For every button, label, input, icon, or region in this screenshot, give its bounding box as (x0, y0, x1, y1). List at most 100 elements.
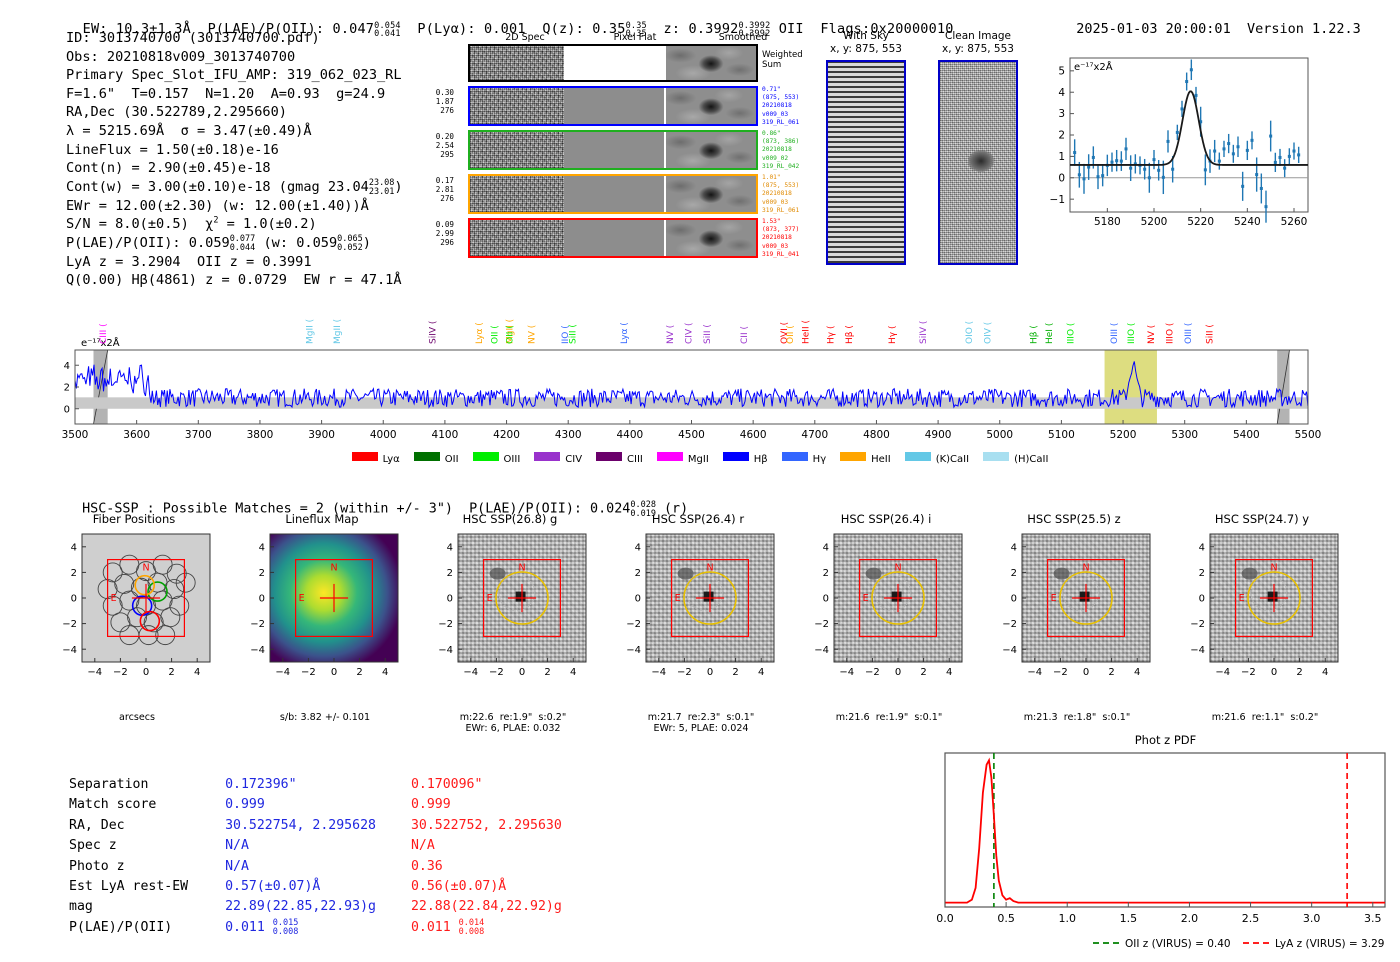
emission-line-label: IIIO ( (1127, 323, 1137, 344)
cutout-svg[interactable]: N E −4 −2 0 2 4 4 2 0 −2 −4 (428, 526, 598, 711)
svg-text:3600: 3600 (123, 429, 150, 441)
legend-label: (K)CaII (935, 454, 970, 465)
timestamp: 2025-01-03 20:00:01 (1076, 21, 1231, 37)
cutout-panel[interactable]: Fiber Positions N E −4 −2 0 2 4 4 2 0 −2 −4 arcsecs (52, 512, 227, 723)
svg-text:−2: −2 (814, 619, 829, 630)
svg-text:2: 2 (259, 568, 265, 579)
legend-entry: (H)CaII (983, 452, 1048, 465)
svg-text:e⁻¹⁷x2Å: e⁻¹⁷x2Å (1074, 60, 1113, 73)
header-qz: Q(z): 0.35 (542, 21, 626, 37)
hsc-ssp-header: HSC-SSP : Possible Matches = 2 (within +… (66, 486, 688, 518)
svg-text:5200: 5200 (1141, 216, 1168, 228)
svg-text:4: 4 (823, 542, 829, 553)
svg-text:5220: 5220 (1187, 216, 1214, 228)
info-lineflux: LineFlux = 1.50(±0.18)e-16 (66, 141, 279, 158)
cutout-title: HSC SSP(26.8) g (462, 512, 558, 526)
svg-text:0: 0 (635, 594, 641, 605)
legend-swatch (781, 452, 808, 461)
cutout-panel[interactable]: HSC SSP(26.8) g N E −4 −2 0 2 4 4 2 0 −2 −4 m:22.6 re… (428, 512, 603, 734)
cutout-svg[interactable]: N E −4 −2 0 2 4 4 2 0 −2 −4 (52, 526, 222, 711)
compass-e-label: E (1239, 593, 1245, 604)
legend-swatch (472, 452, 499, 461)
cutout-svg[interactable]: N E −4 −2 0 2 4 4 2 0 −2 −4 (992, 526, 1162, 711)
spec2d-row-3-flat (564, 220, 664, 256)
phot-z-pdf-svg: 0.0 0.5 1.0 1.5 2.0 2.5 3.0 3.5 OII z (VIRUS) = … (936, 752, 1386, 950)
cutout-image (458, 534, 586, 662)
header-qz-errors: 0.35 0.35 (625, 20, 647, 40)
emission-line-label: SiIV ( (919, 321, 929, 344)
svg-text:−2: −2 (250, 619, 265, 630)
legend-swatch (983, 452, 1010, 461)
svg-text:2: 2 (356, 667, 362, 678)
svg-text:4: 4 (570, 667, 576, 678)
legend-label: HeII (871, 454, 891, 465)
cutout-caption-1: s/b: 3.82 +/- 0.101 (279, 712, 371, 723)
source-info-block: ID: 3013740700 (3013740700.pdf) Obs: 202… (66, 29, 403, 290)
compass-n-label: N (142, 563, 149, 574)
svg-text:−2: −2 (301, 667, 316, 678)
with-sky-coords: x, y: 875, 553 (830, 43, 902, 55)
with-sky-image (826, 60, 906, 265)
cutout-caption-1: m:21.7 re:2.3" s:0.1" (647, 712, 755, 723)
cutout-panel[interactable]: HSC SSP(24.7) y N E −4 −2 0 2 4 4 2 0 −2 −4 m:21.6 re… (1180, 512, 1355, 723)
emission-line-label: HeI ( (1045, 323, 1055, 344)
compass-n-label: N (1082, 563, 1089, 574)
svg-text:0: 0 (823, 594, 829, 605)
svg-text:−2: −2 (438, 619, 453, 630)
cutout-panel[interactable]: HSC SSP(25.5) z N E −4 −2 0 2 4 4 2 0 −2 −4 m:21.3 re… (992, 512, 1167, 723)
svg-text:4: 4 (1011, 542, 1017, 553)
cutout-svg[interactable]: N E −4 −2 0 2 4 4 2 0 −2 −4 (240, 526, 410, 711)
cutout-panel[interactable]: Lineflux Map N E −4 −2 0 2 4 4 2 0 −2 −4 s/b: 3.82 +/… (240, 512, 415, 723)
svg-text:4: 4 (194, 667, 200, 678)
compass-e-label: E (863, 593, 869, 604)
emission-line-label: Hβ ( (1030, 325, 1040, 344)
property-value-match2: 0.36 (410, 858, 443, 874)
cutout-panel[interactable]: HSC SSP(26.4) i N E −4 −2 0 2 4 4 2 0 −2 −4 m:21.6 re… (804, 512, 979, 723)
compass-n-label: N (706, 563, 713, 574)
svg-text:4300: 4300 (555, 429, 582, 441)
spec2d-pixelflat-image (564, 46, 664, 80)
table-row: Est LyA rest-EW 0.57(±0.07)Å 0.56(±0.07)Å (68, 877, 596, 897)
cutout-caption-1: m:22.6 re:1.9" s:0.2" (459, 712, 567, 723)
cutout-caption-1: arcsecs (118, 712, 156, 723)
svg-text:−2: −2 (113, 667, 128, 678)
svg-text:5: 5 (1058, 65, 1065, 77)
legend-entry: (K)CaII (904, 452, 970, 465)
cutout-panel[interactable]: HSC SSP(26.4) r N E −4 −2 0 2 4 4 2 0 −2 −4 m:21.7 re… (616, 512, 791, 734)
svg-text:−1: −1 (1050, 194, 1065, 206)
svg-text:3500: 3500 (62, 429, 89, 441)
clean-image-source-blob (968, 150, 994, 172)
svg-text:3700: 3700 (185, 429, 212, 441)
emission-line-label: Lyα ( (620, 322, 630, 344)
svg-text:4200: 4200 (493, 429, 520, 441)
legend-entry: OIII (472, 452, 520, 465)
hsc-header-text: HSC-SSP : Possible Matches = 2 (within +… (82, 501, 631, 517)
emission-line-label: IIIO ( (1067, 323, 1077, 344)
svg-text:5180: 5180 (1094, 216, 1121, 228)
cutout-svg[interactable]: N E −4 −2 0 2 4 4 2 0 −2 −4 (1180, 526, 1350, 711)
header-plya: P(Lyα): 0.001 (417, 21, 526, 37)
match-properties-table: Separation 0.172396" 0.170096" Match score 0… (68, 775, 596, 938)
spec2d-row-3-smoothed (666, 220, 756, 256)
svg-text:−2: −2 (62, 619, 77, 630)
properties-table: Separation 0.172396" 0.170096" Match score 0… (68, 775, 596, 938)
clean-image-title: Clean Image (944, 30, 1012, 42)
svg-text:0: 0 (1271, 667, 1277, 678)
hsc-header-errors: 0.028 0.019 (630, 500, 656, 519)
svg-text:−4: −4 (438, 645, 453, 656)
emission-line-label: MgII ( (506, 319, 516, 344)
spec2d-row-0-numbers: 0.30 1.87 276 (435, 88, 454, 116)
spec2d-row-2-numbers: 0.17 2.81 276 (435, 176, 454, 204)
property-label: RA, Dec (69, 817, 125, 833)
info-lambda: λ = 5215.69Å (66, 122, 165, 139)
cutout-svg[interactable]: N E −4 −2 0 2 4 4 2 0 −2 −4 (804, 526, 974, 711)
cutout-svg[interactable]: N E −4 −2 0 2 4 4 2 0 −2 −4 (616, 526, 786, 711)
info-plae-close: ) (362, 234, 371, 251)
svg-text:2: 2 (823, 568, 829, 579)
spec2d-row-1-info: 0.86" (873, 386) 20210818 v009_02 319_RL… (762, 130, 800, 170)
svg-text:−2: −2 (677, 667, 692, 678)
photz-legend-label: OII z (VIRUS) = 0.40 (1125, 938, 1231, 950)
table-row: Photo z N/A 0.36 (68, 857, 596, 877)
full-spectrum-svg: 0 2 4 3500 3600 3700 3800 3900 4000 4100 4200 4300 4… (62, 319, 1322, 441)
table-row: Spec z N/A N/A (68, 836, 596, 856)
